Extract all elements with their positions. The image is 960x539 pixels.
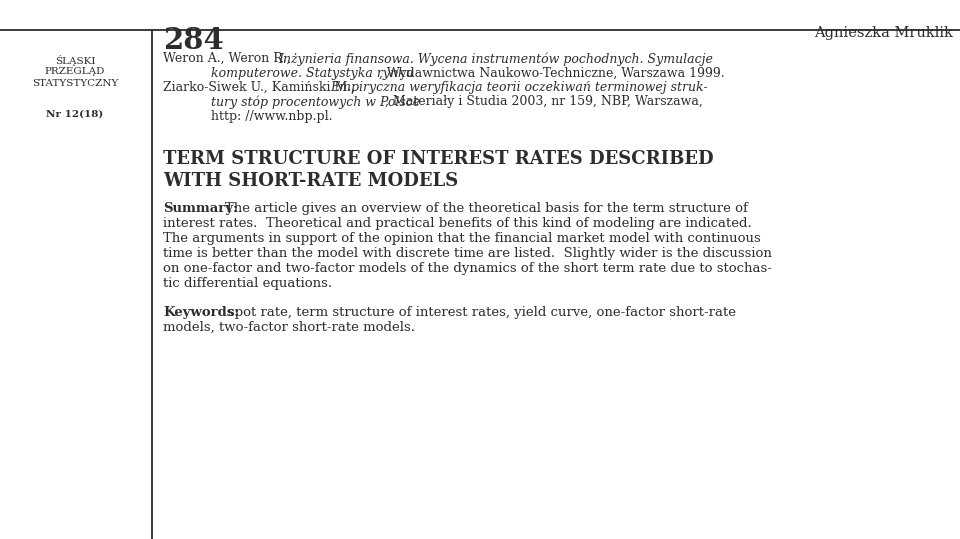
Text: Inżynieria finansowa. Wycena instrumentów pochodnych. Symulacje: Inżynieria finansowa. Wycena instrumentó…: [278, 52, 713, 66]
Text: Ziarko-Siwek U., Kamiński M.,: Ziarko-Siwek U., Kamiński M.,: [163, 81, 359, 94]
Text: Agnieszka Mruklik: Agnieszka Mruklik: [814, 26, 953, 40]
Text: 284: 284: [163, 26, 224, 55]
Text: STATYSTYCZNY: STATYSTYCZNY: [32, 79, 118, 88]
Text: tic differential equations.: tic differential equations.: [163, 277, 332, 290]
Text: TERM STRUCTURE OF INTEREST RATES DESCRIBED: TERM STRUCTURE OF INTEREST RATES DESCRIB…: [163, 150, 713, 168]
Text: spot rate, term structure of interest rates, yield curve, one-factor short-rate: spot rate, term structure of interest ra…: [228, 306, 736, 319]
Text: The article gives an overview of the theoretical basis for the term structure of: The article gives an overview of the the…: [225, 202, 748, 215]
Text: PRZEGLĄD: PRZEGLĄD: [45, 67, 106, 76]
Text: models, two-factor short-rate models.: models, two-factor short-rate models.: [163, 321, 415, 334]
Text: interest rates.  Theoretical and practical benefits of this kind of modeling are: interest rates. Theoretical and practica…: [163, 217, 752, 230]
Text: Summary:: Summary:: [163, 202, 238, 215]
Text: Empiryczna weryfikacja teorii oczekiwań terminowej struk-: Empiryczna weryfikacja teorii oczekiwań …: [330, 81, 708, 94]
Text: http: //www.nbp.pl.: http: //www.nbp.pl.: [211, 110, 332, 123]
Text: ŚLĄSKI: ŚLĄSKI: [55, 55, 95, 66]
Text: WITH SHORT-RATE MODELS: WITH SHORT-RATE MODELS: [163, 172, 458, 190]
Text: Nr 12(18): Nr 12(18): [46, 110, 104, 119]
Text: Keywords:: Keywords:: [163, 306, 239, 319]
Text: tury stóp procentowych w Polsce: tury stóp procentowych w Polsce: [211, 95, 420, 109]
Text: time is better than the model with discrete time are listed.  Slightly wider is : time is better than the model with discr…: [163, 247, 772, 260]
Text: , Wydawnictwa Naukowo-Techniczne, Warszawa 1999.: , Wydawnictwa Naukowo-Techniczne, Warsza…: [379, 66, 725, 79]
Text: The arguments in support of the opinion that the financial market model with con: The arguments in support of the opinion …: [163, 232, 760, 245]
Text: on one-factor and two-factor models of the dynamics of the short term rate due t: on one-factor and two-factor models of t…: [163, 262, 772, 275]
Text: , Materiały i Studia 2003, nr 159, NBP, Warszawa,: , Materiały i Studia 2003, nr 159, NBP, …: [385, 95, 703, 108]
Text: Weron A., Weron R.,: Weron A., Weron R.,: [163, 52, 295, 65]
Text: komputerowe. Statystyka rynku: komputerowe. Statystyka rynku: [211, 66, 414, 79]
